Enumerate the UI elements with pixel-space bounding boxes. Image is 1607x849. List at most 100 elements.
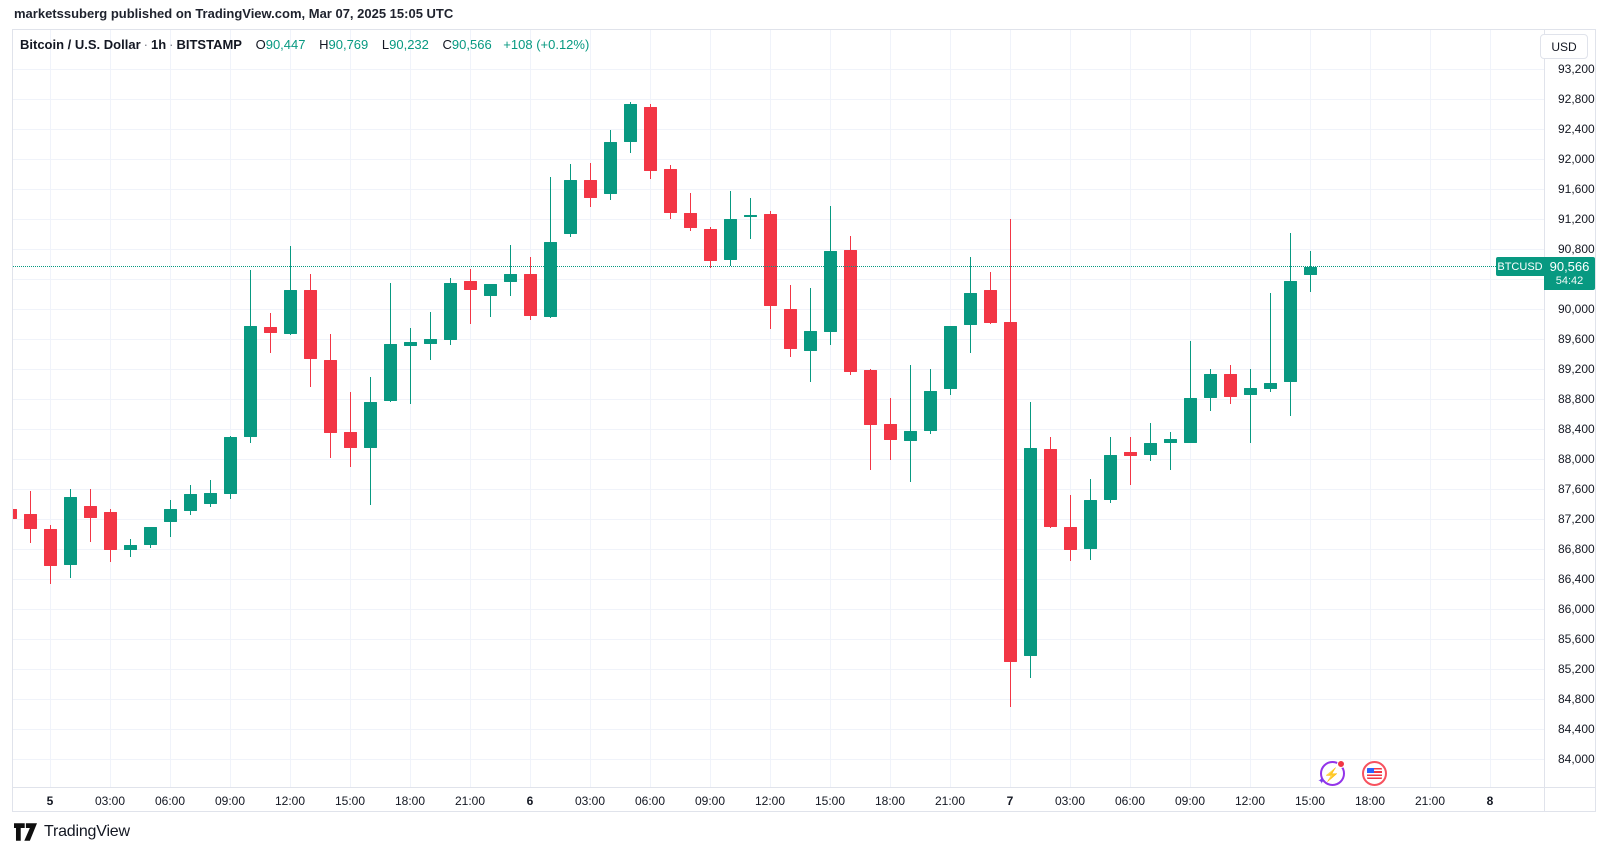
price-axis-label: 90,800 <box>1558 242 1595 256</box>
horizontal-gridline <box>13 489 1544 490</box>
vertical-gridline <box>950 30 951 787</box>
candle <box>683 213 697 228</box>
legend-separator-2: · <box>169 37 174 52</box>
brand-name: TradingView <box>44 823 130 840</box>
horizontal-gridline <box>13 699 1544 700</box>
candle <box>1203 374 1217 399</box>
last-price-box: 90,566 54:42 <box>1544 257 1595 290</box>
candle <box>503 273 517 283</box>
candle <box>943 326 957 389</box>
price-axis-label: 91,600 <box>1558 182 1595 196</box>
vertical-gridline <box>770 30 771 787</box>
candle <box>13 509 17 520</box>
us-economic-event-icon[interactable] <box>1361 761 1387 786</box>
price-axis-label: 88,400 <box>1558 422 1595 436</box>
candle <box>543 241 557 318</box>
price-axis-label: 92,400 <box>1558 122 1595 136</box>
price-axis-label: 85,200 <box>1558 662 1595 676</box>
last-price-line <box>13 266 1496 267</box>
time-axis-label: 09:00 <box>694 794 726 808</box>
candle <box>623 104 637 142</box>
price-axis-label: 92,000 <box>1558 152 1595 166</box>
candle <box>1183 398 1197 443</box>
price-axis-label: 87,600 <box>1558 482 1595 496</box>
horizontal-gridline <box>13 399 1544 400</box>
low-label: L <box>381 37 390 52</box>
price-axis-label: 92,800 <box>1558 92 1595 106</box>
time-axis-label: 18:00 <box>1354 794 1386 808</box>
price-axis-label: 84,800 <box>1558 692 1595 706</box>
candle <box>363 402 377 448</box>
vertical-gridline <box>1370 30 1371 787</box>
horizontal-gridline <box>13 129 1544 130</box>
vertical-gridline <box>170 30 171 787</box>
horizontal-gridline <box>13 159 1544 160</box>
interval-label: 1h <box>150 37 167 52</box>
candle <box>43 528 57 566</box>
us-flag-icon <box>1366 768 1382 779</box>
vertical-gridline <box>710 30 711 787</box>
crypto-event-icon[interactable]: ⚡ ✦ <box>1318 760 1345 787</box>
price-axis-separator <box>1544 30 1545 811</box>
time-axis-label: 03:00 <box>94 794 126 808</box>
time-axis-label: 03:00 <box>574 794 606 808</box>
time-axis-label: 21:00 <box>934 794 966 808</box>
candle <box>1143 442 1157 456</box>
vertical-gridline <box>1250 30 1251 787</box>
candle-wick <box>1149 423 1151 461</box>
vertical-gridline <box>590 30 591 787</box>
candle-wick <box>509 244 511 297</box>
vertical-gridline <box>110 30 111 787</box>
attribution-text: marketssuberg published on TradingView.c… <box>14 6 454 21</box>
symbol-title: Bitcoin / U.S. Dollar <box>20 37 141 52</box>
open-value: 90,447 <box>265 37 306 52</box>
candle <box>423 339 437 344</box>
candle <box>523 273 537 316</box>
candle <box>143 526 157 545</box>
currency-usd-button[interactable]: USD <box>1540 34 1588 59</box>
price-axis-label: 85,600 <box>1558 632 1595 646</box>
bar-countdown: 54:42 <box>1555 275 1584 287</box>
candle <box>843 249 857 373</box>
time-axis-separator <box>13 787 1595 788</box>
price-axis[interactable]: 93,200 92,800 92,400 92,000 91,600 91,200 90,8… <box>1545 30 1595 787</box>
candle <box>323 360 337 433</box>
candle <box>1063 526 1077 550</box>
candle <box>583 180 597 198</box>
price-axis-label: 87,200 <box>1558 512 1595 526</box>
horizontal-gridline <box>13 189 1544 190</box>
candle <box>1043 449 1057 527</box>
price-axis-label: 91,200 <box>1558 212 1595 226</box>
candle <box>1243 387 1257 396</box>
candle <box>223 436 237 495</box>
time-axis[interactable]: 5 03:00 06:00 09:00 12:00 15:00 18:00 21:00 6 03:… <box>13 788 1544 811</box>
candle-wick <box>1269 292 1271 392</box>
horizontal-gridline <box>13 639 1544 640</box>
candle <box>563 180 577 234</box>
candle <box>863 369 877 426</box>
vertical-gridline <box>1430 30 1431 787</box>
horizontal-gridline <box>13 309 1544 310</box>
chart-pane[interactable]: ⚡ ✦ <box>13 30 1544 787</box>
time-axis-label: 09:00 <box>1174 794 1206 808</box>
candle <box>103 512 117 550</box>
horizontal-gridline <box>13 669 1544 670</box>
last-price-value: 90,566 <box>1549 259 1590 274</box>
vertical-gridline <box>890 30 891 787</box>
price-axis-label: 86,800 <box>1558 542 1595 556</box>
time-axis-label: 15:00 <box>1294 794 1326 808</box>
open-label: O <box>255 37 266 52</box>
price-axis-label: 93,200 <box>1558 62 1595 76</box>
footer-brand[interactable]: TradingView <box>14 820 130 844</box>
candle <box>463 280 477 291</box>
lightning-icon: ⚡ <box>1323 766 1341 782</box>
symbol-legend: Bitcoin / U.S. Dollar · 1h · BITSTAMP O90,44… <box>20 37 589 52</box>
vertical-gridline <box>350 30 351 787</box>
candle <box>1083 499 1097 549</box>
candle <box>1303 266 1317 276</box>
time-axis-label: 7 <box>1006 794 1014 808</box>
candle-wick <box>749 198 751 239</box>
candle-wick <box>909 364 911 482</box>
candle <box>243 325 257 438</box>
horizontal-gridline <box>13 459 1544 460</box>
